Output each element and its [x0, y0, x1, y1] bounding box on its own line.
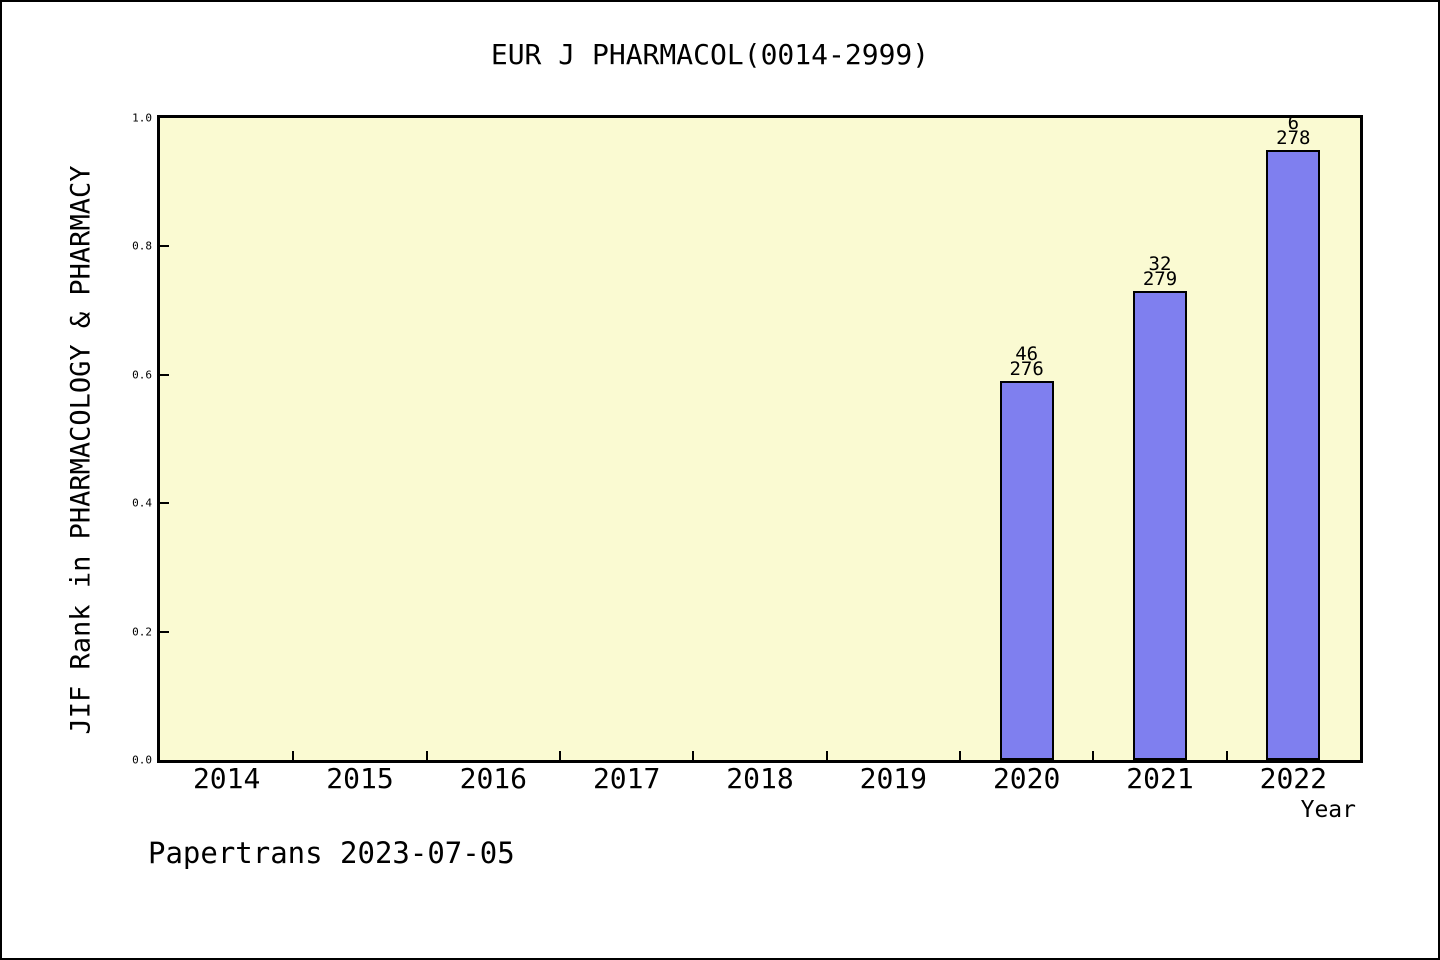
bar-2022 [1266, 150, 1321, 760]
x-tick-mark [559, 751, 561, 760]
x-tick-label: 2021 [1126, 762, 1194, 795]
bar-2021 [1133, 291, 1187, 760]
bar-rank-value: 32 [1148, 253, 1172, 276]
x-tick-label: 2022 [1259, 762, 1328, 795]
bar-rank-value: 6 [1287, 112, 1300, 135]
y-tick-label: 0.6 [132, 368, 152, 382]
x-tick-label: 2018 [726, 762, 794, 795]
x-tick-mark [292, 751, 295, 760]
x-tick-label: 2016 [459, 762, 528, 795]
chart-title: EUR J PHARMACOL(0014-2999) [490, 38, 930, 71]
bar-label-2022: 6 278 [1233, 112, 1353, 150]
y-tick-mark [160, 630, 169, 633]
bar-total-value: 278 [1276, 127, 1311, 150]
y-tick-label: 0.0 [132, 753, 152, 767]
y-tick-mark [160, 373, 169, 376]
x-tick-mark [1225, 751, 1228, 760]
bar-label-2021: 32 279 [1100, 253, 1220, 291]
bar-2020 [999, 381, 1054, 760]
y-tick-label: 0.8 [132, 239, 152, 253]
footer-watermark: Papertrans 2023-07-05 [148, 836, 515, 870]
x-tick-mark [425, 751, 428, 760]
y-tick-label: 0.4 [132, 496, 152, 510]
y-tick-mark [160, 245, 169, 248]
x-tick-label: 2015 [326, 762, 394, 795]
x-tick-label: 2019 [859, 762, 928, 795]
x-axis-label: Year [1300, 797, 1356, 823]
bar-total-value: 276 [1009, 358, 1044, 381]
bar-label-2020: 46 276 [967, 343, 1087, 381]
y-axis-label: JIF Rank in PHARMACOLOGY & PHARMACY [65, 165, 97, 735]
x-tick-mark [959, 751, 961, 760]
y-tick-mark [160, 502, 169, 505]
y-tick-label: 0.2 [132, 625, 152, 639]
x-tick-mark [825, 751, 828, 760]
bar-total-value: 279 [1142, 268, 1178, 291]
x-tick-mark [1092, 751, 1095, 760]
x-tick-label: 2014 [192, 762, 261, 795]
x-tick-label: 2017 [592, 762, 661, 795]
x-tick-mark [692, 751, 695, 760]
x-tick-label: 2020 [992, 762, 1061, 795]
y-tick-label: 1.0 [132, 111, 152, 125]
bar-rank-value: 46 [1015, 343, 1039, 366]
